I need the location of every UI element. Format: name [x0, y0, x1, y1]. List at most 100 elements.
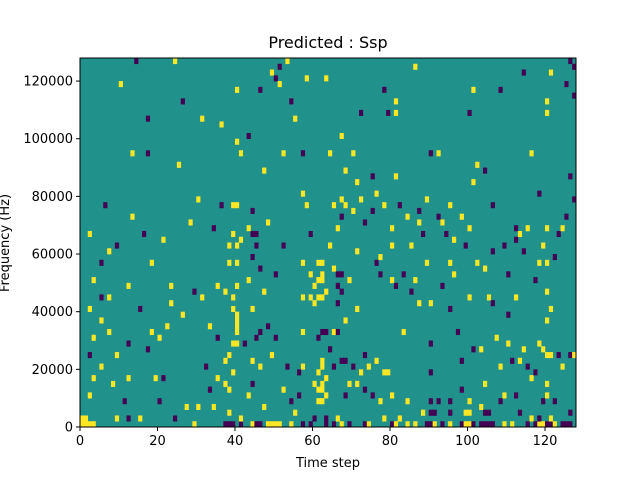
heatmap-cell: [483, 421, 488, 428]
heatmap-cell: [459, 386, 464, 393]
y-tick-label: 120000: [23, 75, 73, 90]
heatmap-cell: [467, 398, 472, 405]
heatmap-cell: [568, 409, 573, 416]
heatmap-cell: [165, 323, 170, 330]
x-tick-label: 0: [76, 434, 84, 449]
heatmap-cell: [328, 242, 333, 249]
heatmap-cell: [343, 357, 348, 364]
heatmap-cell: [428, 369, 433, 376]
heatmap-cell: [111, 380, 116, 387]
heatmap-cell: [486, 294, 492, 301]
heatmap-cell: [254, 421, 259, 428]
y-tick-label: 60000: [32, 248, 73, 263]
heatmap-cell: [572, 63, 577, 70]
heatmap-cell: [448, 409, 453, 416]
heatmap-cell: [409, 288, 414, 295]
heatmap-cell: [517, 409, 523, 416]
heatmap-cell: [99, 317, 104, 324]
heatmap-cell: [254, 334, 259, 341]
heatmap-cell: [440, 421, 445, 428]
heatmap-cell: [393, 282, 399, 289]
heatmap-cell: [331, 202, 337, 209]
heatmap-cell: [479, 403, 484, 411]
heatmap-cell: [80, 415, 85, 422]
heatmap-cell: [316, 398, 321, 405]
heatmap-cell: [118, 81, 123, 88]
heatmap-cell: [196, 196, 201, 203]
heatmap-cell: [328, 150, 333, 157]
heatmap-cell: [533, 421, 538, 428]
heatmap-cell: [192, 421, 197, 428]
x-tick-label: 60: [304, 434, 321, 449]
heatmap-cell: [246, 277, 251, 284]
heatmap-cell: [541, 398, 546, 405]
heatmap-cell: [568, 58, 573, 65]
heatmap-cell: [556, 230, 561, 238]
heatmap-cell: [483, 380, 488, 387]
heatmap-cell: [83, 415, 89, 422]
heatmap-cell: [250, 421, 255, 428]
heatmap-cell: [246, 392, 251, 399]
heatmap-cell: [568, 421, 573, 428]
heatmap-cell: [502, 242, 507, 249]
heatmap-cell: [277, 81, 282, 88]
heatmap-cell: [316, 259, 321, 266]
heatmap-cell: [339, 132, 344, 140]
heatmap-cell: [393, 173, 399, 180]
heatmap-cell: [231, 230, 236, 238]
heatmap-cell: [471, 179, 476, 186]
heatmap-cell: [355, 305, 360, 312]
heatmap-cell: [324, 375, 329, 382]
heatmap-cell: [169, 282, 174, 289]
heatmap-cell: [258, 363, 263, 370]
x-axis-label: Time step: [295, 456, 360, 471]
heatmap-cell: [235, 242, 240, 249]
heatmap-cell: [157, 334, 162, 341]
heatmap-cell: [304, 75, 309, 82]
heatmap-cell: [436, 213, 441, 220]
y-axis-label: Frequency (Hz): [0, 194, 13, 292]
heatmap-cell: [320, 357, 325, 364]
heatmap-cell: [122, 398, 127, 405]
heatmap-cell: [521, 248, 526, 255]
heatmap-cell: [452, 236, 457, 243]
heatmap-cell: [564, 213, 569, 220]
heatmap-cell: [424, 259, 430, 266]
heatmap-cell: [428, 150, 433, 157]
heatmap-cell: [107, 328, 112, 336]
heatmap-cell: [556, 352, 561, 359]
heatmap-cell: [521, 69, 526, 76]
heatmap-cell: [362, 386, 368, 393]
heatmap-cell: [134, 58, 139, 65]
heatmap-cell: [548, 352, 554, 359]
heatmap-cell: [339, 421, 344, 428]
heatmap-cell: [87, 421, 92, 428]
heatmap-cell: [335, 225, 340, 232]
heatmap-cell: [362, 219, 368, 226]
heatmap-cell: [517, 230, 523, 238]
heatmap-cell: [537, 421, 542, 428]
heatmap-cell: [126, 282, 131, 289]
heatmap-cell: [320, 380, 325, 387]
heatmap-cell: [107, 294, 112, 301]
heatmap-cell: [393, 109, 399, 116]
heatmap-cell: [215, 334, 220, 341]
heatmap-cell: [382, 202, 387, 209]
heatmap-cell: [347, 380, 352, 387]
heatmap-cell: [339, 288, 344, 295]
heatmap-cell: [331, 363, 337, 370]
heatmap-cell: [390, 242, 395, 249]
heatmap-cell: [545, 259, 550, 266]
heatmap-cell: [258, 328, 263, 336]
heatmap-cell: [440, 219, 445, 226]
heatmap-cell: [180, 98, 185, 105]
heatmap-cell: [552, 421, 557, 428]
heatmap-cell: [331, 328, 337, 336]
y-tick-label: 40000: [32, 305, 73, 320]
heatmap-cell: [378, 254, 383, 261]
heatmap-cell: [564, 81, 569, 88]
heatmap-cell: [281, 242, 286, 249]
heatmap-cell: [471, 86, 476, 93]
heatmap-cell: [355, 179, 360, 186]
heatmap-cell: [537, 190, 542, 197]
